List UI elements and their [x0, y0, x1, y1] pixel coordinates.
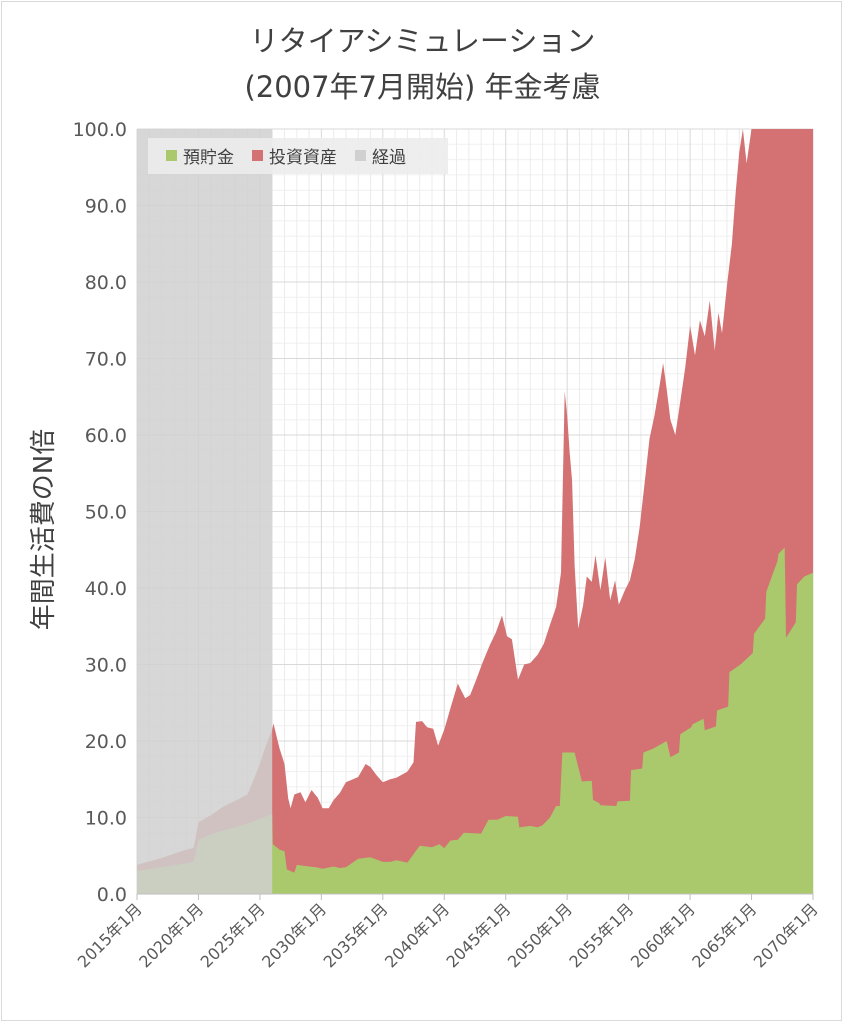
x-tick-label: 2020年1月 — [135, 899, 207, 971]
area-investment-assets — [137, 129, 813, 894]
x-tick-label: 2045年1月 — [442, 899, 514, 971]
y-tick-label: 30.0 — [85, 655, 127, 677]
y-tick-label: 10.0 — [85, 808, 127, 830]
y-tick-label: 50.0 — [85, 502, 127, 524]
legend-label: 投資資産 — [269, 148, 337, 168]
y-tick-label: 80.0 — [85, 272, 127, 294]
x-tick-label: 2015年1月 — [74, 899, 146, 971]
area-elapsed — [137, 129, 273, 894]
x-tick-label: 2070年1月 — [750, 899, 822, 971]
y-tick-label: 40.0 — [85, 578, 127, 600]
x-tick-label: 2025年1月 — [197, 899, 269, 971]
x-tick-label: 2040年1月 — [381, 899, 453, 971]
y-tick-label: 70.0 — [85, 349, 127, 371]
legend-swatch — [252, 150, 263, 161]
x-tick-label: 2060年1月 — [627, 899, 699, 971]
y-tick-label: 0.0 — [97, 884, 127, 906]
legend-swatch — [355, 150, 366, 161]
y-tick-label: 60.0 — [85, 425, 127, 447]
y-axis-label: 年間生活費のN倍 — [29, 429, 59, 630]
x-tick-label: 2035年1月 — [320, 899, 392, 971]
chart-subtitle: (2007年7月開始) 年金考慮 — [244, 70, 601, 104]
chart-title: リタイアシミュレーション — [249, 24, 596, 58]
y-tick-label: 90.0 — [85, 196, 127, 218]
legend-background — [148, 138, 448, 174]
area-savings — [137, 547, 813, 894]
x-tick-label: 2055年1月 — [565, 899, 637, 971]
y-tick-label: 20.0 — [85, 731, 127, 753]
y-tick-label: 100.0 — [73, 119, 127, 141]
x-tick-label: 2065年1月 — [688, 899, 760, 971]
legend-swatch — [166, 150, 177, 161]
legend: 預貯金 投資資産 経過 — [148, 138, 448, 174]
legend-label: 預貯金 — [183, 148, 234, 168]
x-tick-label: 2050年1月 — [504, 899, 576, 971]
x-tick-label: 2030年1月 — [258, 899, 330, 971]
legend-label: 経過 — [372, 148, 406, 168]
